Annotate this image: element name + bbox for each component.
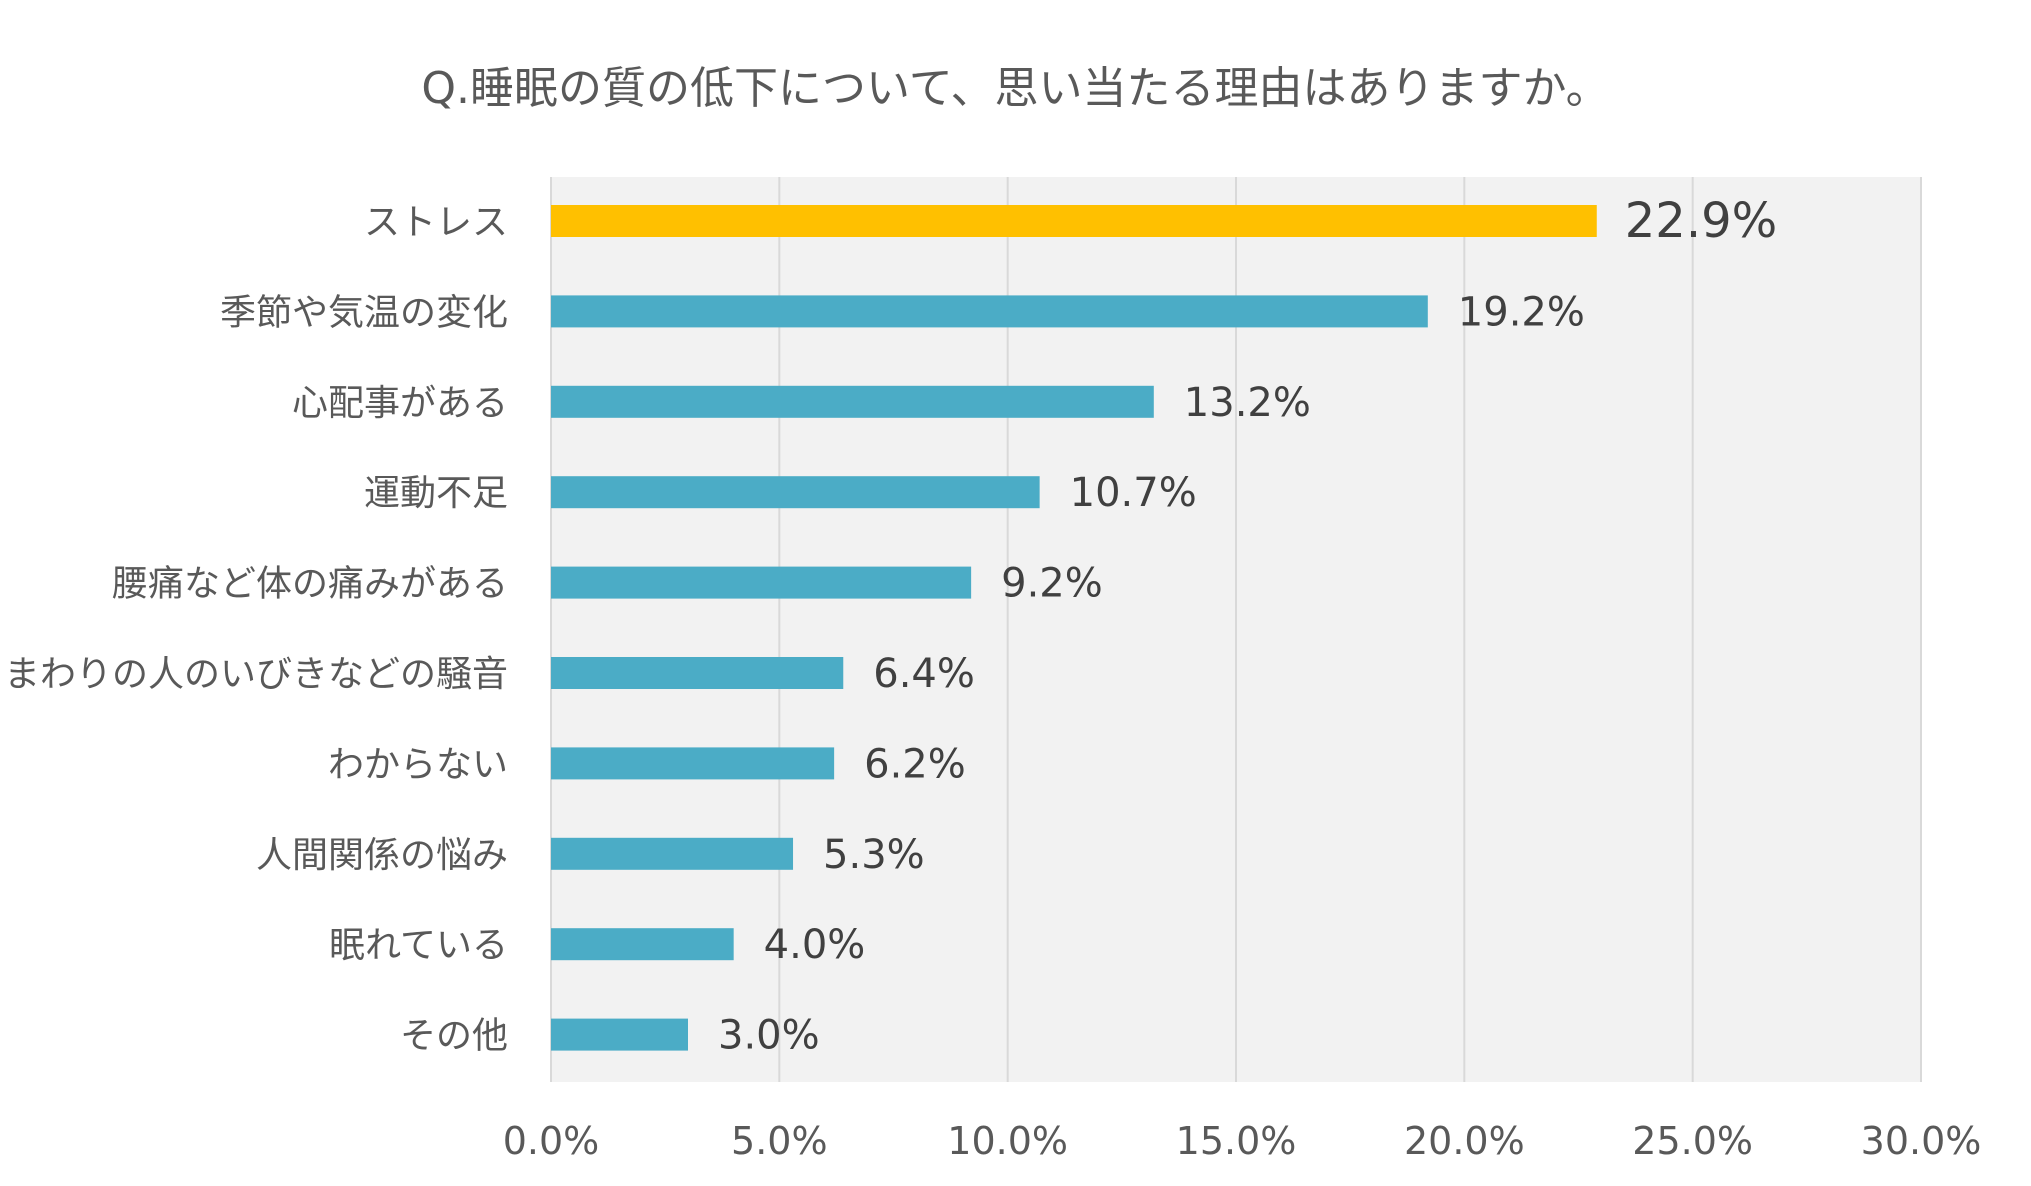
bars (551, 205, 1597, 1051)
x-tick-label: 5.0% (731, 1119, 828, 1163)
data-label: 10.7% (1070, 470, 1197, 516)
category-label: まわりの人のいびきなどの騒音 (4, 654, 508, 695)
category-label: ストレス (364, 202, 508, 243)
category-label: 人間関係の悩み (256, 835, 508, 876)
data-label: 13.2% (1184, 380, 1311, 426)
x-tick-label: 10.0% (947, 1119, 1068, 1163)
grid-lines (550, 177, 1922, 1082)
category-label: 腰痛など体の痛みがある (112, 564, 508, 605)
data-label: 22.9% (1625, 193, 1777, 249)
category-labels: ストレス季節や気温の変化心配事がある運動不足腰痛など体の痛みがあるまわりの人のい… (4, 202, 508, 1057)
bar (551, 837, 794, 870)
bar (551, 295, 1428, 328)
data-label: 5.3% (823, 832, 925, 878)
bar (551, 476, 1040, 509)
bar (551, 747, 835, 780)
category-label: その他 (400, 1016, 508, 1057)
category-label: 運動不足 (364, 473, 508, 514)
chart-title: Q.睡眠の質の低下について、思い当たる理由はありますか。 (421, 63, 1610, 114)
x-tick-label: 25.0% (1632, 1119, 1753, 1163)
bar (551, 1018, 688, 1051)
data-label: 6.4% (873, 651, 975, 697)
value-labels: 22.9% 19.2% 13.2% 10.7% 9.2% 6.4% 6.2% 5.3% 4.0%… (718, 193, 1777, 1059)
bar (551, 657, 844, 689)
category-label: 季節や気温の変化 (220, 292, 508, 333)
data-label: 4.0% (764, 922, 866, 968)
bar (551, 385, 1154, 418)
bar (551, 566, 972, 599)
x-tick-label: 15.0% (1176, 1119, 1297, 1163)
bar (551, 205, 1597, 237)
data-label: 19.2% (1458, 289, 1585, 335)
data-label: 9.2% (1001, 561, 1103, 607)
data-label: 3.0% (718, 1013, 820, 1059)
bar (551, 928, 734, 961)
data-label: 6.2% (864, 741, 966, 787)
category-label: わからない (328, 744, 508, 785)
x-axis-ticks: 0.0% 5.0% 10.0% 15.0% 20.0% 25.0% 30.0% (503, 1119, 1982, 1163)
x-tick-label: 30.0% (1861, 1119, 1982, 1163)
category-label: 心配事がある (292, 383, 508, 424)
x-tick-label: 20.0% (1404, 1119, 1525, 1163)
category-label: 眠れている (329, 925, 508, 966)
x-tick-label: 0.0% (503, 1119, 600, 1163)
